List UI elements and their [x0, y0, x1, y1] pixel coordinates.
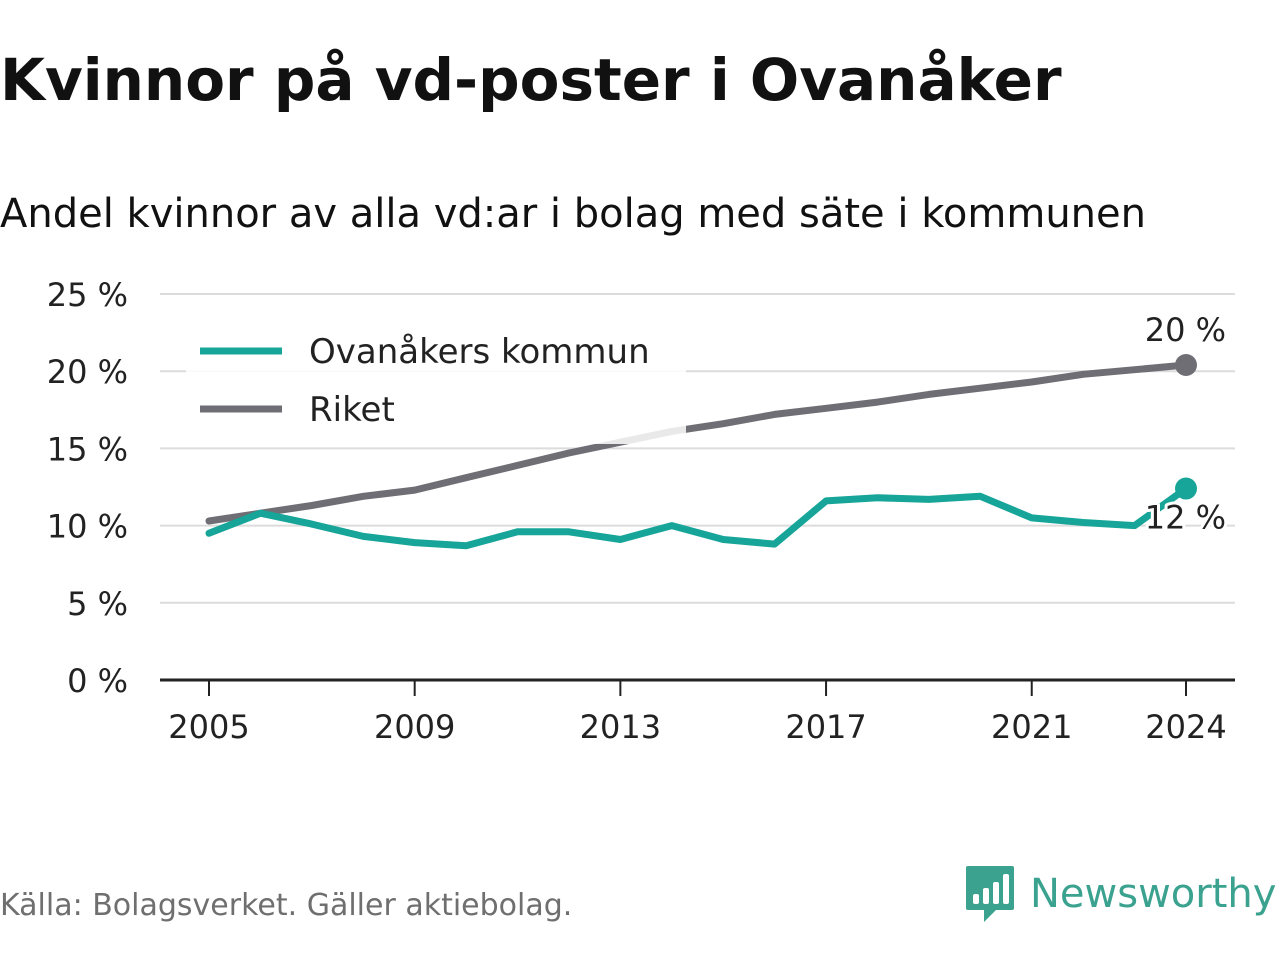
legend-background	[186, 318, 686, 444]
chart-title: Kvinnor på vd-poster i Ovanåker	[0, 46, 1062, 114]
series-line-riket	[205, 361, 1190, 525]
end-label-ovan-kers-kommun: 12 %	[1145, 499, 1226, 537]
x-tick-label: 2017	[785, 708, 866, 746]
series-group	[205, 361, 1190, 550]
legend-label-riket: Riket	[309, 390, 395, 430]
x-tick-label: 2021	[991, 708, 1072, 746]
chart-subtitle: Andel kvinnor av alla vd:ar i bolag med …	[0, 191, 1146, 237]
legend-label-ovan-kers-kommun: Ovanåkers kommun	[309, 332, 650, 372]
y-tick-label: 0 %	[67, 662, 128, 700]
x-tick-label: 2013	[580, 708, 661, 746]
newsworthy-bar-chart-icon	[966, 866, 1014, 922]
x-tick-label: 2024	[1145, 708, 1226, 746]
y-tick-label: 20 %	[47, 353, 128, 391]
legend: Ovanåkers kommun Riket	[186, 318, 686, 444]
y-tick-label: 10 %	[47, 508, 128, 546]
y-tick-label: 15 %	[47, 430, 128, 468]
end-marker-riket	[1175, 354, 1197, 377]
brand-logo: Newsworthy	[964, 864, 1276, 924]
x-axis: 2005 2009 2013 2017 2021 2024	[160, 678, 1235, 746]
y-axis: 0 % 5 % 10 % 15 % 20 % 25 %	[47, 276, 128, 700]
end-marker-ovan-kers-kommun	[1175, 477, 1197, 500]
end-label-riket: 20 %	[1145, 311, 1226, 349]
y-tick-label: 25 %	[47, 276, 128, 314]
brand-name: Newsworthy	[1030, 871, 1277, 917]
y-tick-label: 5 %	[67, 585, 128, 623]
x-tick-label: 2005	[168, 708, 249, 746]
series-line-ovan-kers-kommun	[205, 485, 1190, 550]
source-note: Källa: Bolagsverket. Gäller aktiebolag.	[0, 888, 573, 923]
x-tick-label: 2009	[374, 708, 455, 746]
end-labels: 12 % 20 %	[1142, 308, 1229, 540]
